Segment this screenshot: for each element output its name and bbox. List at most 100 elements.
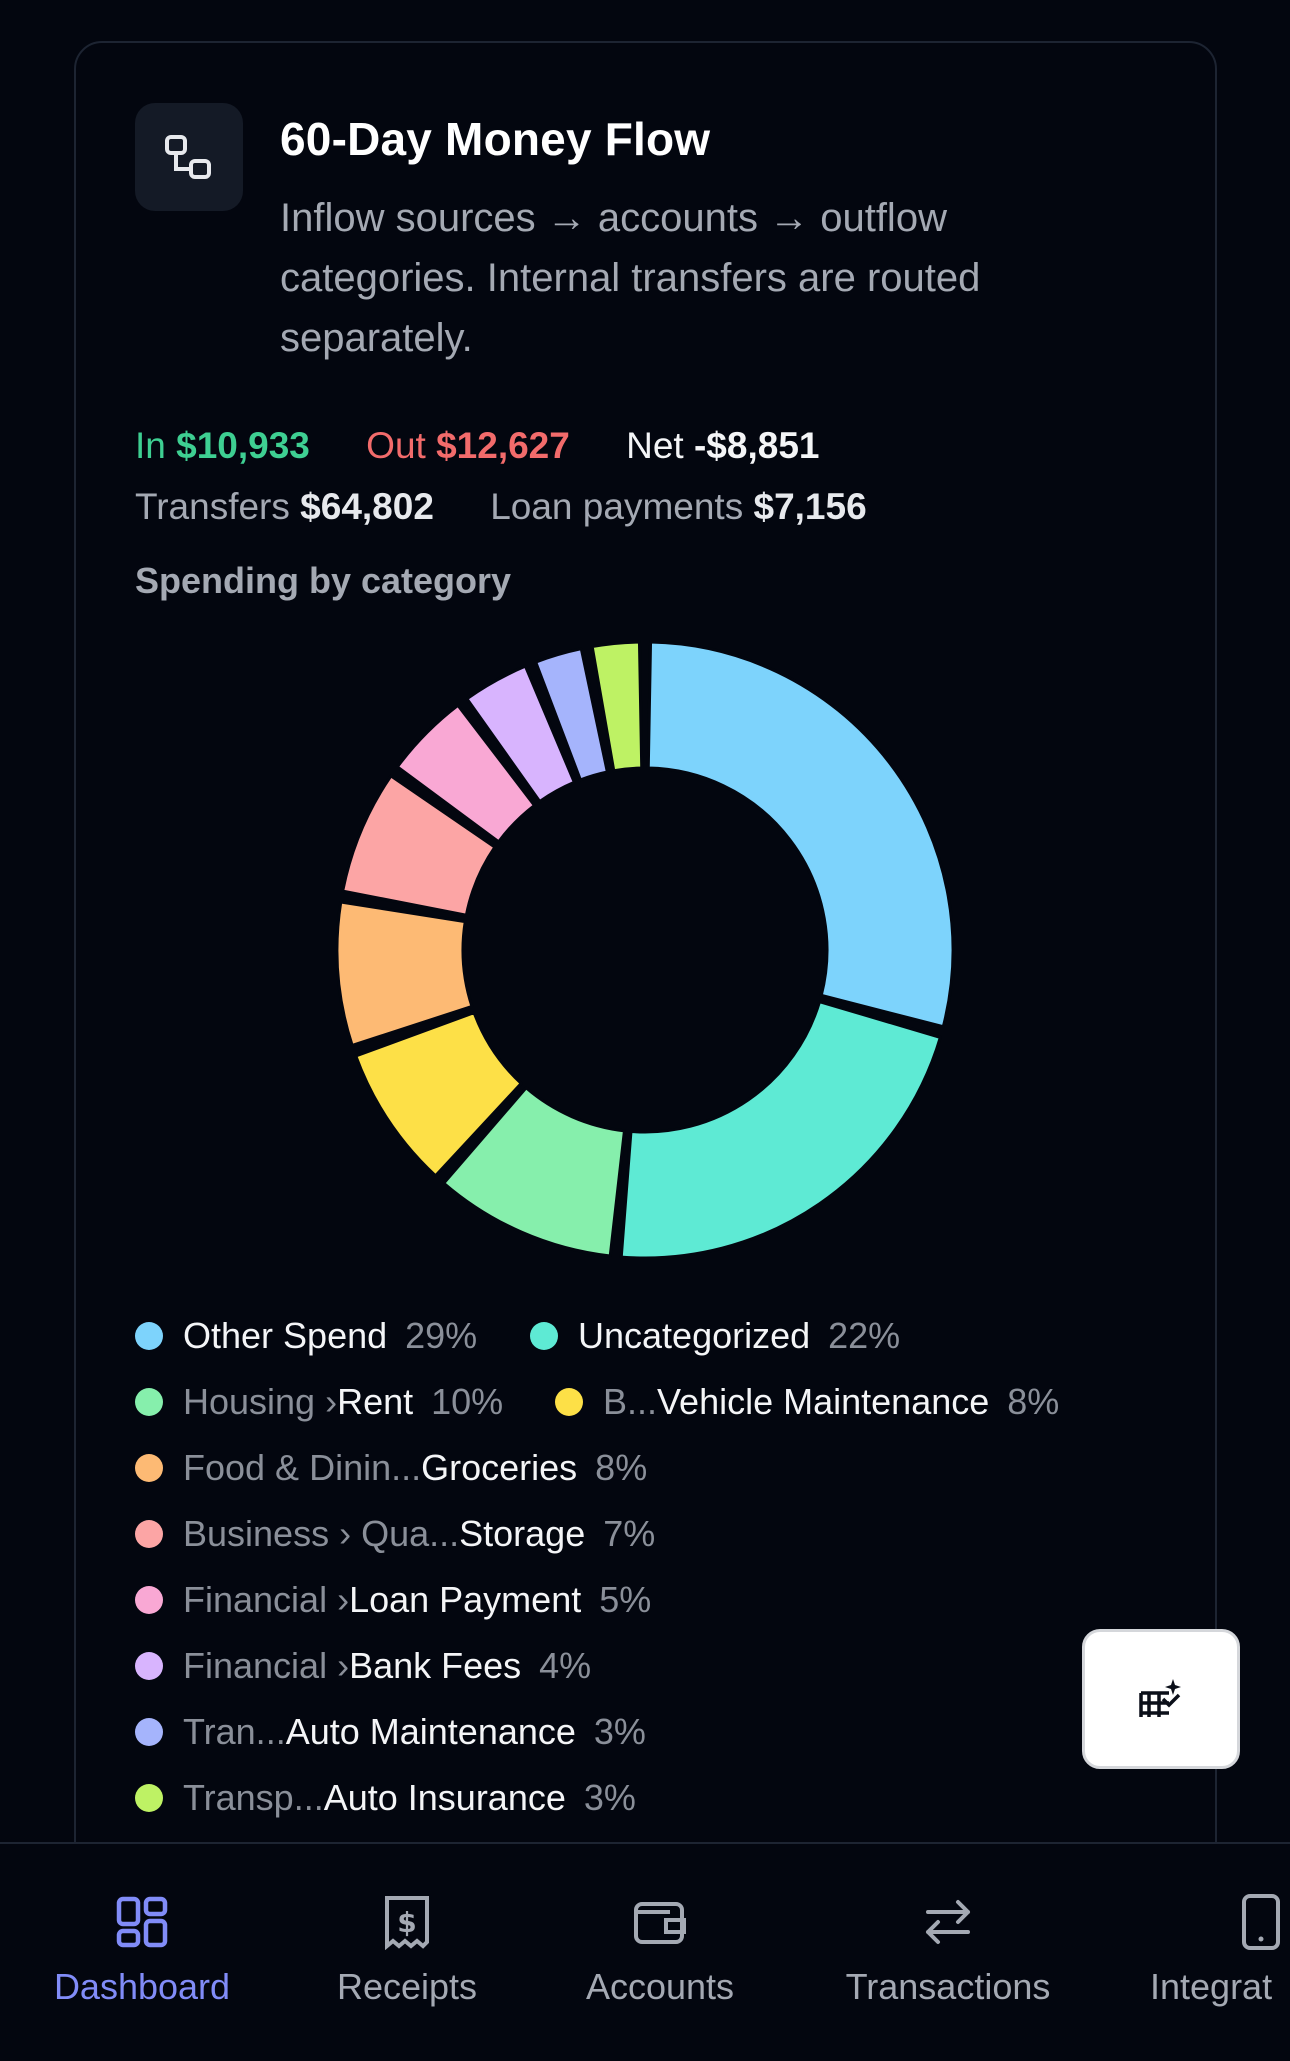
legend-percent: 8% (595, 1447, 648, 1488)
nav-dashboard[interactable]: Dashboard (42, 1844, 242, 2061)
legend-prefix: Tran... (183, 1711, 286, 1752)
dashboard-grid-icon (116, 1896, 168, 1948)
legend-name: Groceries (421, 1447, 578, 1488)
stat-net-label: Net (626, 425, 684, 466)
nav-label: Transactions (845, 1966, 1051, 2007)
donut-slice-vehicle-maintenance[interactable] (354, 1011, 523, 1178)
legend-dot (135, 1388, 163, 1416)
stat-out: Out $12,627 (366, 425, 570, 467)
bottom-nav: Dashboard $ Receipts Accounts Transactio… (0, 1842, 1290, 2059)
donut-slice-loan-payment[interactable] (395, 703, 536, 844)
stat-loan-value: $7,156 (753, 486, 867, 527)
legend-item[interactable]: Tran... Auto Maintenance 3% (135, 1711, 646, 1753)
stat-net: Net -$8,851 (626, 425, 819, 467)
legend-name: Auto Maintenance (285, 1711, 576, 1752)
legend-dot (135, 1586, 163, 1614)
legend-prefix: Business › Qua... (183, 1513, 460, 1554)
legend-name: Storage (459, 1513, 586, 1554)
donut-slice-groceries[interactable] (335, 900, 474, 1047)
nav-label: Integrat (1150, 1966, 1273, 2007)
legend-prefix: Financial › (183, 1645, 350, 1686)
legend-dot (135, 1322, 163, 1350)
card-subtitle: Inflow sources → accounts → outflow cate… (280, 196, 981, 360)
donut-slice-bank-fees[interactable] (465, 664, 576, 804)
stat-transfers-label: Transfers (135, 486, 290, 527)
legend-dot (555, 1388, 583, 1416)
legend-dot (135, 1454, 163, 1482)
legend-item[interactable]: B... Vehicle Maintenance 8% (555, 1381, 1059, 1423)
stat-transfers: Transfers $64,802 (135, 486, 434, 528)
legend-prefix: Food & Dinin... (183, 1447, 422, 1488)
table-sparkle-icon (1139, 1679, 1181, 1717)
legend-dot (135, 1520, 163, 1548)
legend-item[interactable]: Other Spend 29% (135, 1315, 477, 1357)
legend-prefix: Transp... (183, 1777, 324, 1818)
legend-item[interactable]: Uncategorized 22% (530, 1315, 900, 1357)
nav-transactions[interactable]: Transactions (828, 1844, 1068, 2061)
donut-slice-rent[interactable] (442, 1086, 626, 1258)
flow-nodes-icon (165, 135, 211, 179)
nav-receipts[interactable]: $ Receipts (307, 1844, 507, 2061)
legend-percent: 10% (431, 1381, 504, 1422)
donut-slice-auto-insurance[interactable] (590, 640, 644, 773)
stats-primary: In $10,933 Out $12,627 Net -$8,851 (135, 425, 865, 467)
nav-label: Accounts (585, 1966, 735, 2007)
legend-prefix: Housing › (183, 1381, 338, 1422)
legend-item[interactable]: Housing › Rent 10% (135, 1381, 503, 1423)
legend-item[interactable]: Business › Qua... Storage 7% (135, 1513, 655, 1555)
legend-name: Bank Fees (349, 1645, 522, 1686)
wallet-icon (634, 1902, 686, 1944)
legend-prefix: B... (603, 1381, 658, 1422)
legend-percent: 4% (539, 1645, 592, 1686)
legend-item[interactable]: Transp... Auto Insurance 3% (135, 1777, 636, 1819)
legend-prefix: Financial › (183, 1579, 350, 1620)
receipt-dollar-icon: $ (385, 1896, 429, 1950)
stat-in-value: $10,933 (176, 425, 310, 466)
money-flow-card (74, 41, 1217, 1941)
card-title: 60-Day Money Flow (280, 113, 711, 165)
legend-percent: 3% (583, 1777, 636, 1818)
stats-secondary: Transfers $64,802 Loan payments $7,156 (135, 486, 913, 528)
legend-percent: 22% (828, 1315, 901, 1356)
legend-percent: 5% (599, 1579, 652, 1620)
legend-percent: 8% (1007, 1381, 1060, 1422)
stat-out-label: Out (366, 425, 426, 466)
stat-transfers-value: $64,802 (300, 486, 434, 527)
donut-slice-uncategorized[interactable] (619, 1000, 942, 1260)
stat-loan-payments: Loan payments $7,156 (490, 486, 866, 528)
legend-name: Vehicle Maintenance (657, 1381, 990, 1422)
stat-loan-label: Loan payments (490, 486, 744, 527)
nav-label: Dashboard (53, 1966, 231, 2007)
legend-name: Auto Insurance (323, 1777, 566, 1818)
stat-in-label: In (135, 425, 166, 466)
nav-accounts[interactable]: Accounts (560, 1844, 760, 2061)
stat-in: In $10,933 (135, 425, 310, 467)
legend-dot (530, 1322, 558, 1350)
donut-slice-other-spend[interactable] (646, 640, 955, 1029)
spending-donut-chart (335, 640, 955, 1260)
phone-device-icon (1242, 1894, 1280, 1950)
legend-percent: 29% (405, 1315, 478, 1356)
donut-slice-storage[interactable] (341, 774, 497, 917)
legend-dot (135, 1784, 163, 1812)
donut-slice-auto-maintenance[interactable] (534, 647, 609, 782)
legend-item[interactable]: Financial › Loan Payment 5% (135, 1579, 651, 1621)
legend-percent: 7% (603, 1513, 656, 1554)
stat-out-value: $12,627 (436, 425, 570, 466)
nav-integrations[interactable]: Integrat (1150, 1844, 1290, 2061)
svg-text:$: $ (397, 1906, 416, 1939)
legend-item[interactable]: Financial › Bank Fees 4% (135, 1645, 591, 1687)
legend-name: Loan Payment (349, 1579, 582, 1620)
legend-name: Rent (337, 1381, 414, 1422)
legend-item[interactable]: Food & Dinin... Groceries 8% (135, 1447, 647, 1489)
nav-label: Receipts (336, 1966, 478, 2007)
card-icon-box (135, 103, 243, 211)
legend-name: Uncategorized (578, 1315, 811, 1356)
legend-name: Other Spend (183, 1315, 388, 1356)
table-sparkle-button[interactable] (1082, 1629, 1240, 1769)
stat-net-value: -$8,851 (693, 425, 820, 466)
arrows-left-right-icon (926, 1900, 970, 1944)
legend-percent: 3% (593, 1711, 646, 1752)
legend-dot (135, 1652, 163, 1680)
section-label: Spending by category (135, 560, 512, 601)
